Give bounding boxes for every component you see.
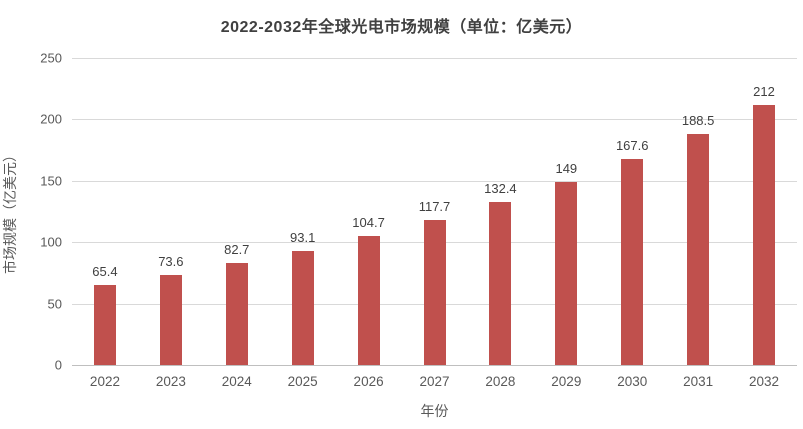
- bar-2032: [753, 104, 776, 365]
- bar-value-label: 82.7: [224, 242, 250, 258]
- chart-title: 2022-2032年全球光电市场规模（单位：亿美元）: [220, 19, 583, 36]
- bar-2028: [489, 202, 512, 365]
- bar-2024: [225, 263, 248, 365]
- x-tick-label: 2026: [353, 374, 384, 389]
- y-tick-label: 50: [47, 296, 62, 312]
- bar-value-label: 167.6: [615, 138, 649, 154]
- bar-value-label: 212: [753, 83, 775, 99]
- x-tick-label: 2028: [485, 374, 516, 389]
- x-tick-label: 2032: [749, 374, 780, 389]
- plot-area: 0 50 100 150 200 250 65.4 2022 73.6 2023 82.7 2024 9…: [40, 51, 797, 389]
- x-tick-label: 2029: [551, 374, 582, 389]
- bar-value-label: 73.6: [158, 253, 184, 269]
- x-tick-label: 2023: [155, 374, 186, 389]
- x-axis-label: 年份: [420, 403, 449, 419]
- bar-value-label: 149: [555, 161, 578, 177]
- y-tick-label: 200: [40, 111, 62, 127]
- x-tick-label: 2027: [419, 374, 450, 389]
- y-tick-label: 100: [40, 234, 62, 250]
- x-tick-label: 2031: [683, 374, 714, 389]
- bar-2029: [555, 182, 578, 365]
- y-tick-label: 0: [54, 357, 62, 373]
- bar-2027: [423, 220, 446, 365]
- y-axis-label: 市场规模（亿美元）: [2, 148, 18, 274]
- bar-value-label: 93.1: [290, 229, 316, 245]
- x-tick-label: 2030: [617, 374, 648, 389]
- bar-value-label: 188.5: [681, 112, 715, 128]
- bar-2022: [93, 284, 116, 365]
- bar-2023: [159, 274, 182, 365]
- y-tick-label: 150: [40, 173, 62, 189]
- bar-value-label: 104.7: [352, 215, 385, 231]
- bar-2031: [687, 133, 710, 365]
- x-axis-line: [72, 365, 797, 366]
- gridline: [72, 119, 797, 121]
- gridline: [72, 58, 797, 59]
- bar-value-label: 65.4: [92, 263, 118, 279]
- bar-2030: [621, 159, 644, 365]
- bar-2026: [357, 236, 380, 365]
- x-tick-label: 2022: [89, 374, 120, 389]
- bar-2025: [291, 250, 314, 365]
- y-tick-label: 250: [40, 50, 62, 66]
- gridline: [72, 180, 797, 182]
- bar-value-label: 132.4: [484, 181, 517, 197]
- x-tick-label: 2025: [287, 374, 318, 389]
- x-tick-label: 2024: [221, 374, 252, 389]
- bar-value-label: 117.7: [418, 199, 451, 215]
